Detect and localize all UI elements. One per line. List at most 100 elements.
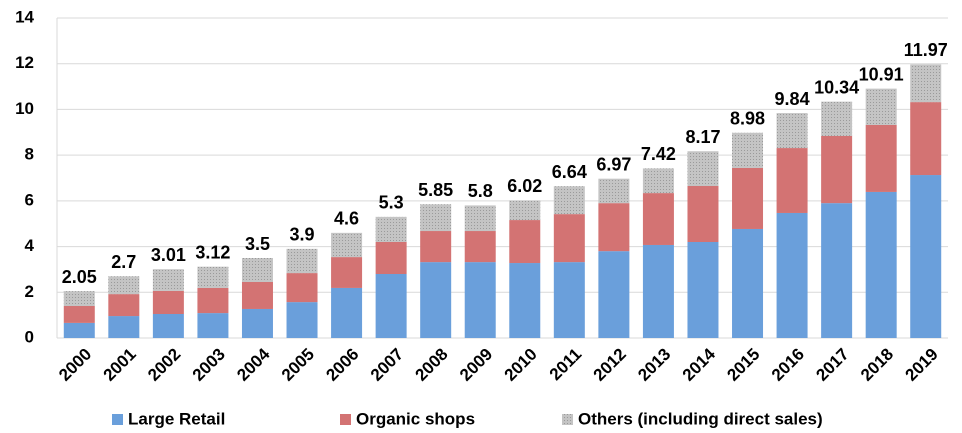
y-tick-label: 12 [15,53,34,72]
bar-segment [108,316,140,338]
legend-label: Large Retail [128,409,225,428]
total-label: 2.05 [62,267,97,287]
bar-segment [865,88,897,125]
total-label: 4.6 [334,209,359,229]
x-tick-label: 2006 [322,345,362,385]
x-tick-label: 2010 [501,345,541,385]
bar-segment [464,205,496,232]
bar-segment [331,232,363,258]
y-tick-label: 0 [25,327,34,346]
bar-segment [865,124,897,192]
y-tick-label: 14 [15,7,34,26]
total-label: 6.02 [507,176,542,196]
bar-segment [687,186,719,242]
bar-segment [553,186,585,215]
bar-segment [108,294,140,317]
bar-segment [642,244,674,338]
legend-label: Others (including direct sales) [578,409,823,428]
bar-segment [598,178,630,204]
bar-segment [776,212,808,338]
bar-segment [732,167,764,229]
total-label: 11.97 [904,40,948,60]
bar-segment [865,191,897,338]
bar-segment [642,193,674,245]
bar-segment [776,148,808,213]
x-tick-label: 2013 [634,345,674,385]
x-tick-label: 2015 [723,345,763,385]
bar-segment [732,132,764,168]
bar-segment [553,262,585,338]
legend-swatch [562,414,573,425]
bar-segment [375,216,407,242]
total-label: 6.64 [552,162,587,182]
total-label: 5.3 [379,193,404,213]
bar-segment [197,313,229,338]
bar-segment [553,214,585,263]
legend-swatch [112,414,123,425]
bar-segment [241,282,273,309]
bar-segment [642,168,674,194]
x-tick-label: 2005 [278,345,318,385]
total-label: 3.01 [151,245,186,265]
bar-segment [375,242,407,274]
x-tick-label: 2017 [812,345,852,385]
total-label: 3.5 [245,234,270,254]
bar-segment [331,257,363,288]
bar-segment [509,220,541,264]
bar-segment [687,242,719,338]
y-tick-label: 4 [25,236,35,255]
bar-segment [821,203,853,338]
total-label: 3.12 [195,242,230,262]
y-tick-label: 10 [15,99,34,118]
x-tick-label: 2019 [902,345,942,385]
bar-segment [63,306,95,323]
x-tick-label: 2003 [189,345,229,385]
x-tick-label: 2009 [456,345,496,385]
x-tick-label: 2001 [100,345,140,385]
bar-segment [197,266,229,288]
x-tick-label: 2004 [233,344,274,385]
bar-segment [286,273,318,303]
total-label: 8.98 [730,108,765,128]
bar-segment [331,287,363,338]
x-tick-label: 2002 [144,345,184,385]
total-label: 6.97 [596,154,631,174]
bar-segment [286,248,318,274]
total-label: 5.85 [418,180,453,200]
bar-segment [910,64,942,103]
total-label: 5.8 [468,181,493,201]
total-label: 3.9 [290,225,315,245]
legend-swatch [340,414,351,425]
total-label: 2.7 [111,252,136,272]
bar-segment [509,200,541,221]
x-tick-label: 2016 [768,345,808,385]
x-tick-label: 2012 [590,345,630,385]
bar-segment [375,274,407,338]
bar-segment [420,204,452,232]
total-label: 8.17 [685,127,720,147]
bar-segment [464,231,496,263]
bar-segment [420,262,452,338]
bar-segment [598,203,630,252]
bar-segment [241,308,273,338]
bar-segment [286,302,318,338]
bar-segment [63,291,95,306]
bar-segment [776,113,808,149]
bar-segment [821,135,853,204]
x-tick-label: 2011 [546,345,586,385]
bar-segment [732,228,764,338]
bar-segment [598,251,630,338]
total-label: 10.91 [859,64,904,84]
y-tick-label: 2 [25,282,34,301]
total-label: 10.34 [814,77,859,97]
bar-segment [63,322,95,338]
bar-segment [420,231,452,263]
bar-segment [241,258,273,282]
x-tick-label: 2000 [55,345,95,385]
bar-segment [152,269,184,291]
bar-segment [910,175,942,338]
bar-segment [910,102,942,176]
y-tick-label: 6 [25,190,34,209]
bar-segment [152,314,184,338]
